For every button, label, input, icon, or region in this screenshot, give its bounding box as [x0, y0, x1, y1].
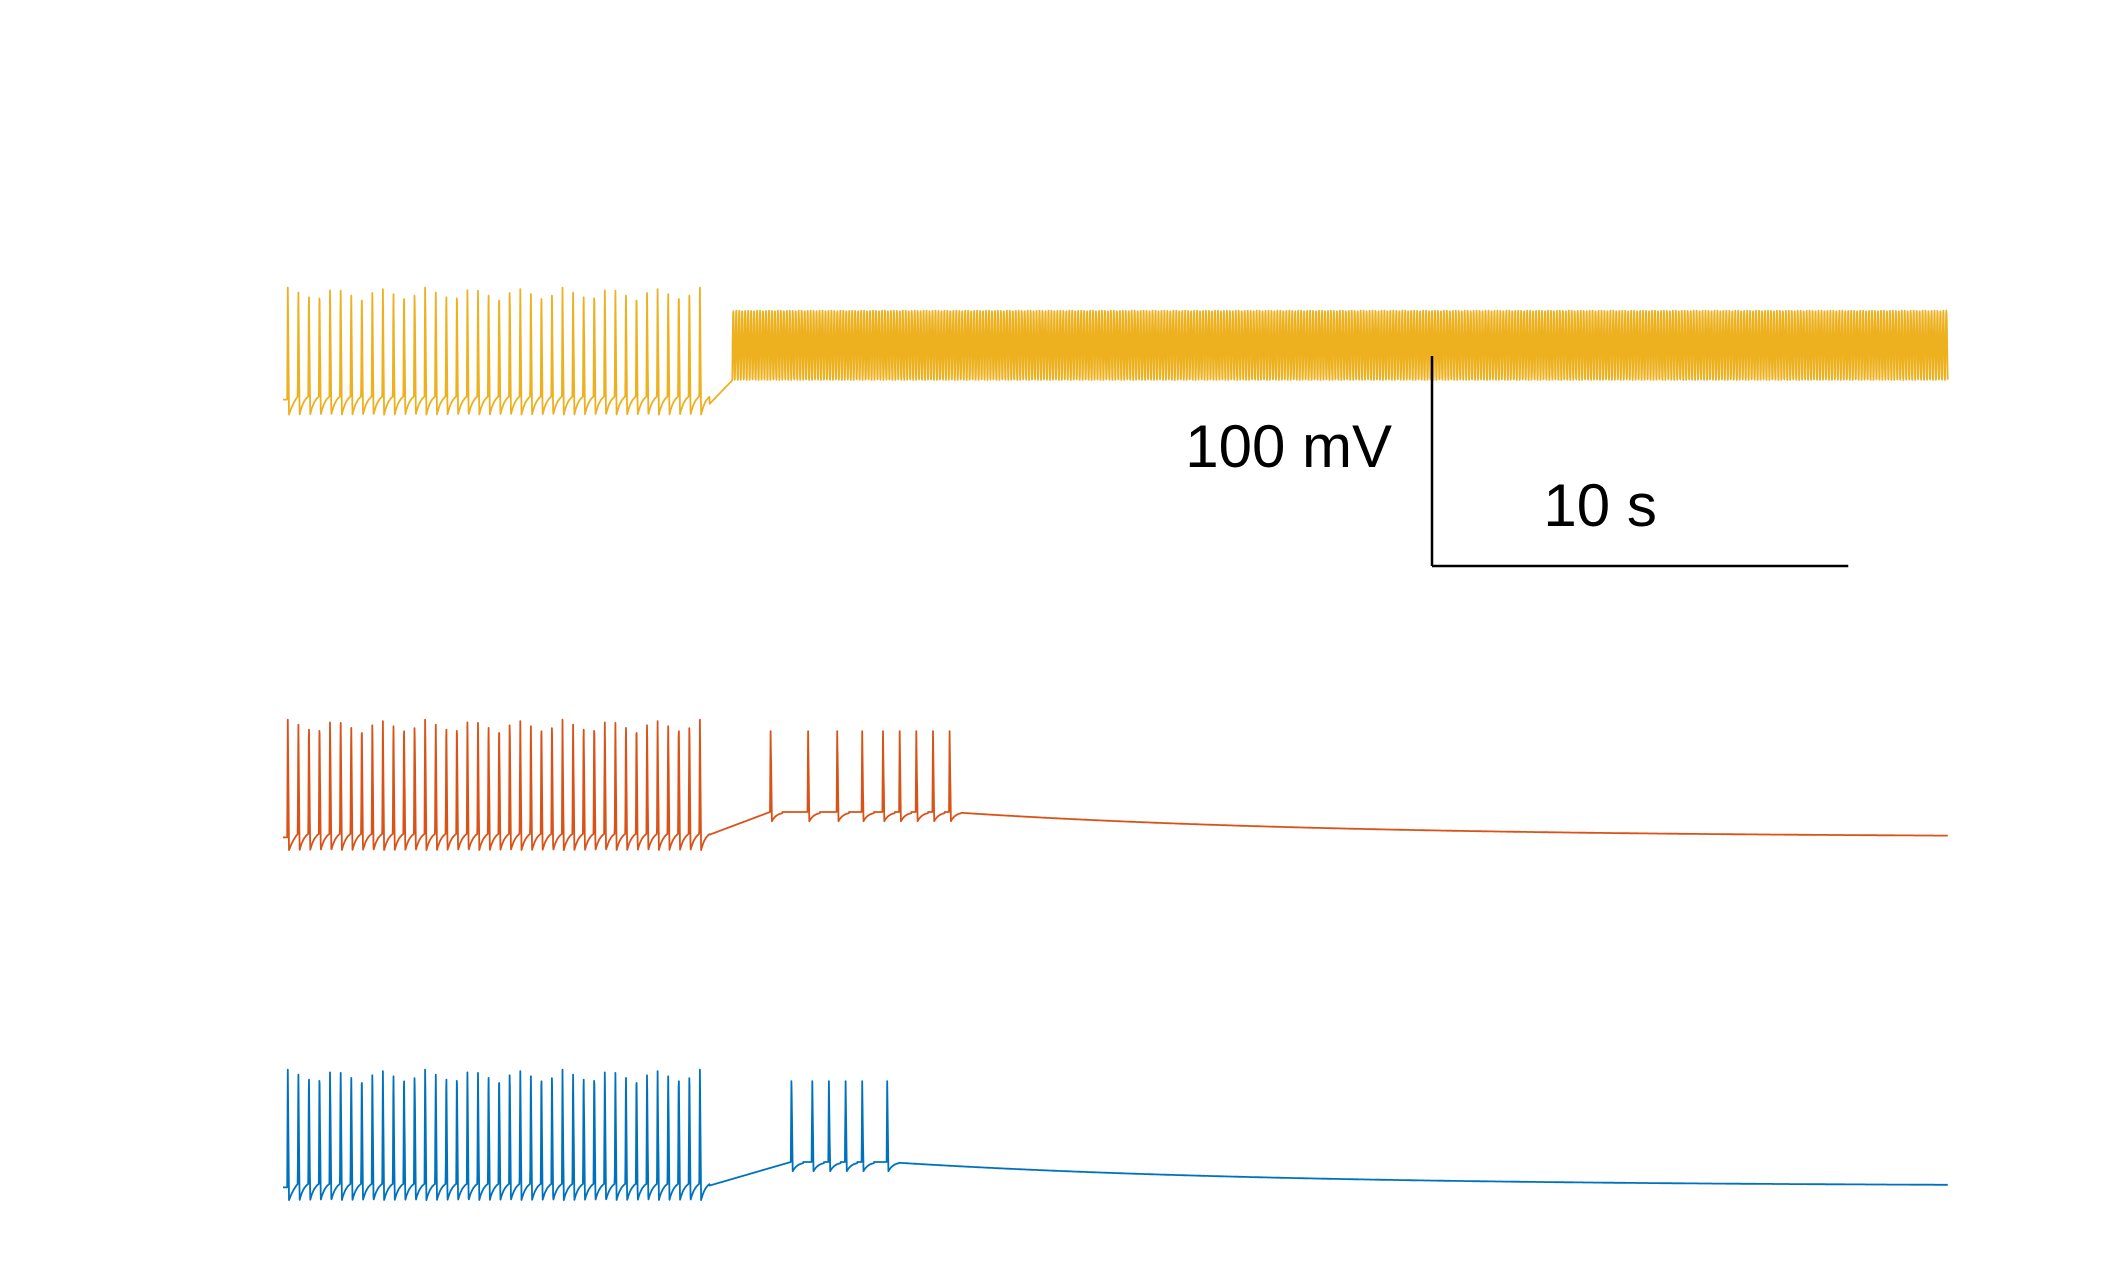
scale-bar-time-label: 10 s	[1543, 472, 1656, 539]
voltage-trace-2	[282, 718, 1949, 851]
traces-group	[282, 286, 1949, 1201]
scale-bar: 100 mV 10 s	[1185, 356, 1849, 568]
voltage-trace-1	[282, 286, 1949, 416]
scale-bar-voltage-label: 100 mV	[1185, 413, 1392, 480]
voltage-trace-3	[282, 1068, 1949, 1201]
